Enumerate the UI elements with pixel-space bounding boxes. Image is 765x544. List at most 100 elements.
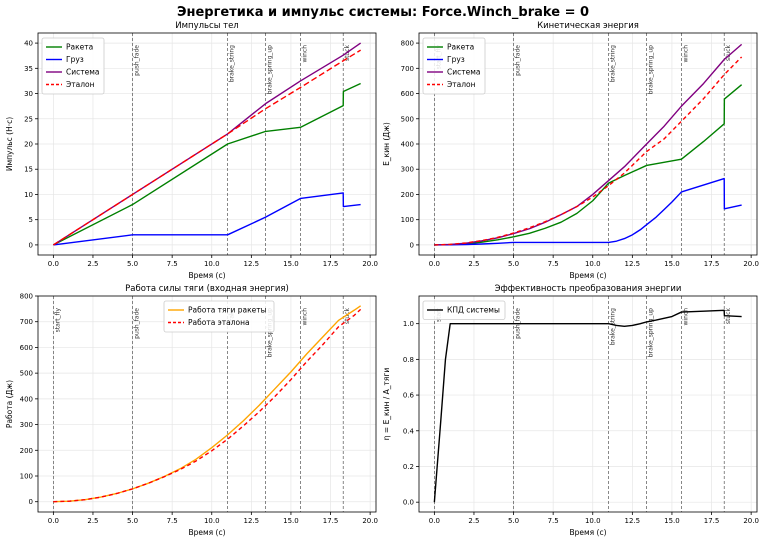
- plot-area: [419, 296, 757, 512]
- y-tick-label: 0.4: [403, 427, 415, 435]
- event-label: start_fly: [54, 308, 61, 333]
- x-tick-label: 7.5: [548, 517, 559, 525]
- x-tick-label: 2.5: [87, 517, 98, 525]
- legend-label: Работа тяги ракеты: [188, 306, 267, 315]
- x-tick-label: 20.0: [362, 260, 378, 268]
- y-tick-label: 200: [401, 191, 414, 199]
- y-tick-label: 500: [20, 370, 33, 378]
- y-tick-label: 10: [24, 191, 33, 199]
- event-label: stuck: [344, 307, 351, 324]
- event-label: winch: [301, 45, 308, 63]
- panel-efficiency: startpush_fadebrake_stringbrake_spring_u…: [382, 284, 759, 537]
- series-line: [53, 192, 361, 246]
- y-tick-label: 20: [24, 141, 33, 149]
- legend: Работа тяги ракеты Работа эталона: [163, 300, 275, 333]
- legend-label: Работа эталона: [188, 318, 250, 327]
- x-tick-label: 5.0: [508, 260, 519, 268]
- x-tick-label: 7.5: [167, 260, 178, 268]
- event-label: brake_string: [610, 308, 617, 345]
- panel-momentum: push_fade brake_string brake_spring_up winc…: [5, 21, 378, 280]
- x-tick-label: 12.5: [625, 517, 641, 525]
- y-tick-label: 200: [20, 447, 33, 455]
- y-tick-label: 300: [20, 421, 33, 429]
- legend-label: Груз: [66, 55, 84, 64]
- series-line: [434, 56, 743, 246]
- x-tick-label: 7.5: [548, 260, 559, 268]
- x-tick-label: 10.0: [204, 260, 220, 268]
- series-line: [53, 305, 362, 503]
- y-axis-label: η = E_кин / A_тяги: [382, 368, 391, 441]
- y-tick-label: 0: [29, 241, 33, 249]
- x-tick-label: 0.0: [429, 517, 440, 525]
- series-line: [434, 84, 743, 246]
- event-label: brake_string: [610, 45, 617, 82]
- x-tick-label: 5.0: [127, 260, 138, 268]
- x-tick-label: 17.5: [704, 517, 720, 525]
- subplot-title: Эффективность преобразования энергии: [495, 284, 682, 294]
- y-tick-label: 0: [410, 241, 414, 249]
- legend: Ракета Груз Система Эталон: [41, 37, 105, 95]
- legend-label: Груз: [447, 55, 465, 64]
- x-tick-label: 0.0: [48, 260, 59, 268]
- x-tick-label: 0.0: [429, 260, 440, 268]
- y-tick-label: 0.0: [403, 499, 414, 507]
- x-tick-label: 12.5: [625, 260, 641, 268]
- y-tick-label: 25: [24, 115, 33, 123]
- x-tick-label: 2.5: [87, 260, 98, 268]
- y-tick-label: 300: [401, 166, 414, 174]
- y-axis-label: Импульс (Н·с): [5, 117, 14, 171]
- x-axis-label: Время (с): [569, 528, 606, 537]
- panel-thrust-work: start_flypush_fadebrakebrake_spring_upwi…: [5, 284, 378, 537]
- x-tick-label: 15.0: [283, 260, 299, 268]
- subplot-title: Работа силы тяги (входная энергия): [125, 284, 289, 294]
- y-tick-label: 0.2: [403, 463, 414, 471]
- x-tick-label: 10.0: [204, 517, 220, 525]
- series-line: [53, 82, 361, 246]
- x-tick-label: 15.0: [664, 517, 680, 525]
- event-label: brake_spring_up: [648, 45, 655, 94]
- axes-frame: [418, 295, 758, 513]
- y-tick-label: 500: [401, 115, 414, 123]
- x-tick-label: 7.5: [167, 517, 178, 525]
- x-tick-label: 15.0: [664, 260, 680, 268]
- axes-frame: [37, 295, 377, 513]
- x-tick-label: 12.5: [244, 517, 260, 525]
- legend-label: Эталон: [66, 80, 95, 89]
- y-tick-label: 0: [29, 498, 33, 506]
- x-tick-label: 20.0: [743, 260, 759, 268]
- y-tick-label: 1.0: [403, 320, 414, 328]
- y-axis-label: Работа (Дж): [5, 380, 14, 428]
- event-label: stuck: [725, 44, 732, 61]
- legend: Ракета Груз Система Эталон: [422, 37, 486, 95]
- event-label: push_fade: [515, 45, 522, 76]
- y-tick-label: 100: [20, 473, 33, 481]
- x-axis-label: Время (с): [188, 271, 225, 280]
- x-tick-label: 2.5: [468, 517, 479, 525]
- x-tick-label: 5.0: [127, 517, 138, 525]
- y-tick-label: 800: [20, 293, 33, 301]
- y-tick-label: 15: [24, 166, 33, 174]
- legend: КПД системы: [422, 300, 506, 320]
- y-tick-label: 40: [24, 40, 33, 48]
- legend-label: Эталон: [447, 80, 476, 89]
- event-label: brake_spring_up: [267, 45, 274, 94]
- legend-label: Ракета: [447, 43, 474, 52]
- event-label: brake_spring_up: [267, 308, 274, 357]
- y-axis-label: E_кин (Дж): [382, 122, 391, 166]
- x-tick-label: 10.0: [585, 517, 601, 525]
- event-label: push_fade: [134, 45, 141, 76]
- x-axis-label: Время (с): [569, 271, 606, 280]
- legend-label: Система: [447, 68, 480, 77]
- panel-kinetic-energy: start_flypush_fadebrake_stringbrake_spri…: [382, 21, 759, 280]
- legend-box: [41, 37, 105, 95]
- x-tick-label: 10.0: [585, 260, 601, 268]
- x-tick-label: 17.5: [323, 260, 339, 268]
- y-tick-label: 100: [401, 216, 414, 224]
- legend-label: Система: [66, 68, 99, 77]
- event-label: brake_string: [229, 45, 236, 82]
- x-axis-label: Время (с): [188, 528, 225, 537]
- x-tick-label: 0.0: [48, 517, 59, 525]
- subplot-title: Кинетическая энергия: [537, 21, 639, 31]
- x-tick-label: 12.5: [244, 260, 260, 268]
- y-tick-label: 700: [20, 318, 33, 326]
